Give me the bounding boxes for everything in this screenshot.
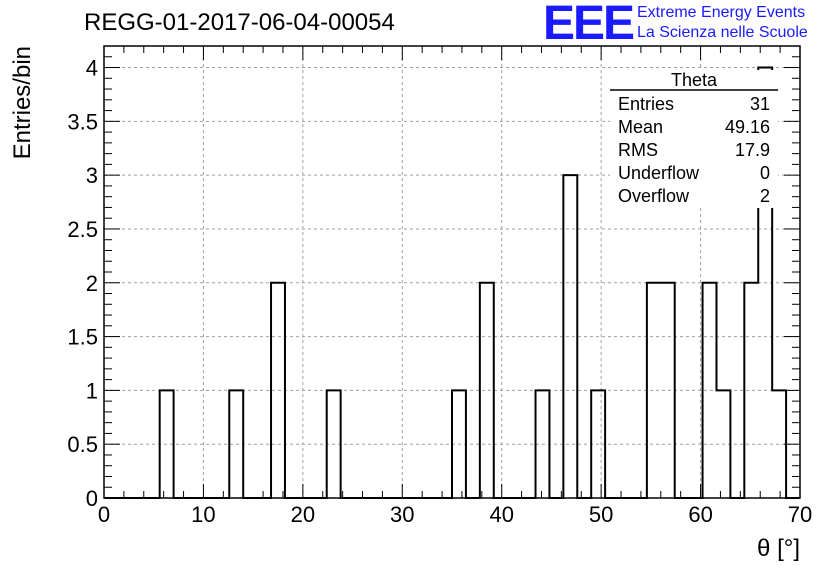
x-tick-label: 30 [390,502,414,527]
x-tick-label: 70 [788,502,812,527]
stats-value: 2 [760,186,770,206]
stats-label: Entries [618,94,674,114]
y-tick-label: 3 [86,163,98,188]
stats-value: 49.16 [725,117,770,137]
x-tick-label: 10 [191,502,215,527]
y-tick-label: 2.5 [67,217,98,242]
stats-label: Overflow [618,186,690,206]
y-tick-label: 1.5 [67,325,98,350]
stats-value: 31 [750,94,770,114]
eee-logo: EEE [543,0,635,50]
y-tick-label: 1 [86,378,98,403]
chart-title: REGG-01-2017-06-04-00054 [84,9,395,36]
y-axis-label: Entries/bin [9,46,36,159]
x-tick-label: 60 [688,502,712,527]
y-tick-label: 2 [86,271,98,296]
y-tick-label: 3.5 [67,109,98,134]
stats-label: RMS [618,140,658,160]
stats-value: 17.9 [735,140,770,160]
x-tick-label: 20 [291,502,315,527]
histogram-outline [104,66,800,499]
x-tick-label: 50 [589,502,613,527]
x-axis-label: θ [°] [757,535,800,562]
histogram-bin [480,283,494,498]
stats-name: Theta [671,70,718,90]
y-tick-label: 0.5 [67,432,98,457]
y-tick-label: 0 [86,486,98,511]
stats-box [610,70,778,208]
logo-line-2: La Scienza nelle Scuole [637,24,808,41]
y-tick-label: 4 [86,56,98,81]
stats-value: 0 [760,163,770,183]
logo-line-1: Extreme Energy Events [637,4,806,21]
x-tick-label: 0 [98,502,110,527]
stats-label: Underflow [618,163,700,183]
histogram-bin [563,175,577,498]
x-tick-label: 40 [489,502,513,527]
stats-label: Mean [618,117,663,137]
